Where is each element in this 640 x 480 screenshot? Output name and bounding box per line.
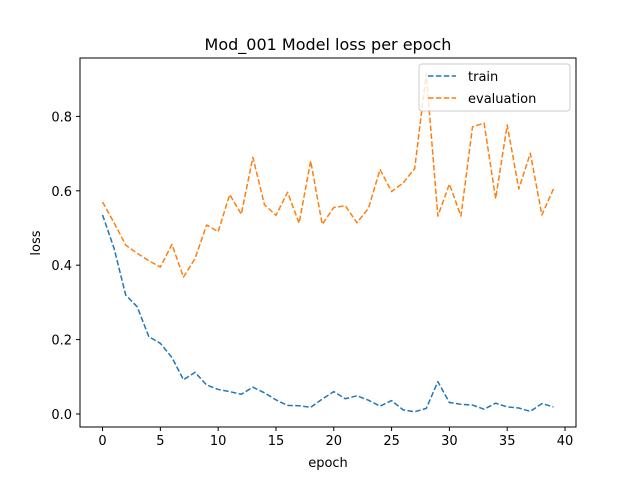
y-tick-label: 0.8 [51, 110, 72, 125]
x-tick-label: 5 [156, 434, 164, 449]
x-tick-label: 40 [557, 434, 574, 449]
x-axis-label: epoch [308, 456, 348, 471]
legend-label-train: train [468, 70, 498, 85]
x-tick-label: 20 [326, 434, 343, 449]
x-tick-label: 25 [383, 434, 400, 449]
y-tick-label: 0.6 [51, 185, 72, 200]
y-axis: 0.0 0.2 0.4 0.6 0.8 [51, 110, 80, 423]
x-tick-label: 15 [268, 434, 285, 449]
y-tick-label: 0.2 [51, 334, 72, 349]
x-tick-label: 0 [98, 434, 106, 449]
legend: train evaluation [418, 63, 571, 112]
x-axis: 0 5 10 15 20 25 30 35 40 [98, 427, 573, 449]
chart-title: Mod_001 Model loss per epoch [205, 35, 452, 55]
series-line-evaluation [101, 72, 555, 278]
plot-area [101, 72, 555, 413]
y-tick-label: 0.0 [51, 408, 72, 423]
x-tick-label: 35 [499, 434, 516, 449]
x-tick-label: 10 [210, 434, 227, 449]
x-tick-label: 30 [441, 434, 458, 449]
y-tick-label: 0.4 [51, 259, 72, 274]
axes-frame [79, 57, 577, 428]
y-axis-label: loss [29, 230, 44, 255]
series-line-train [101, 214, 554, 413]
legend-label-evaluation: evaluation [468, 92, 536, 107]
legend-box [418, 63, 571, 112]
